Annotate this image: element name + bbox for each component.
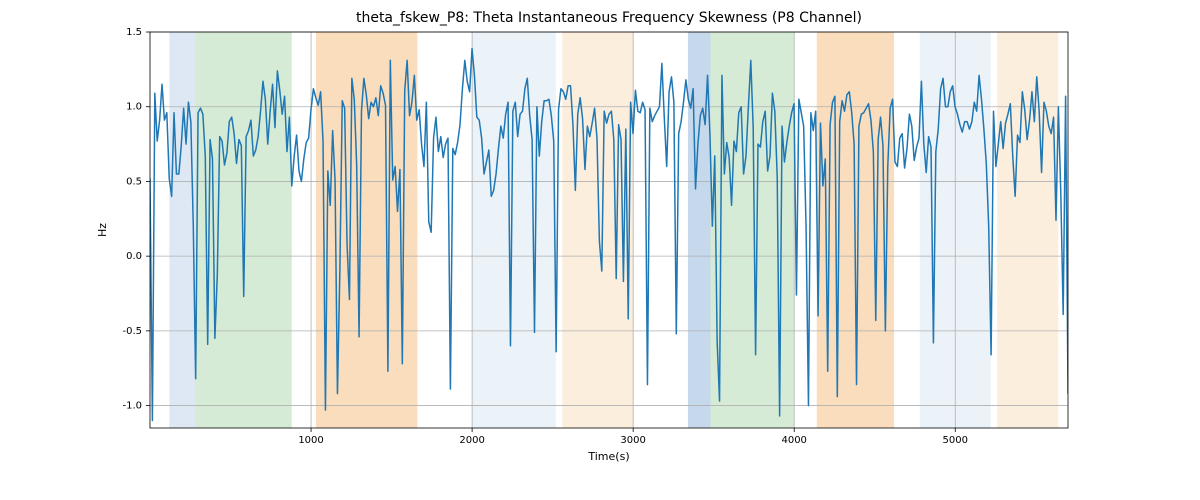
x-tick-label: 5000: [943, 435, 968, 446]
y-tick-label: 0.5: [126, 176, 142, 187]
x-axis-label: Time(s): [587, 450, 629, 463]
y-tick-label: 1.5: [126, 27, 142, 38]
y-tick-label: 0.0: [126, 251, 142, 262]
x-tick-label: 1000: [298, 435, 323, 446]
x-tick-label: 3000: [620, 435, 645, 446]
y-tick-label: -1.0: [122, 401, 142, 412]
x-tick-label: 2000: [459, 435, 484, 446]
y-axis-label: Hz: [96, 223, 109, 237]
chart-container: 1000 2000 3000 4000 5000 -1.0 -0.5 0.0 0.5 1.0 1.5…: [0, 0, 1200, 500]
x-tick-label: 4000: [781, 435, 806, 446]
chart-title: theta_fskew_P8: Theta Instantaneous Freq…: [356, 10, 862, 26]
chart-svg: 1000 2000 3000 4000 5000 -1.0 -0.5 0.0 0.5 1.0 1.5…: [0, 0, 1200, 500]
y-tick-label: -0.5: [122, 326, 142, 337]
y-tick-label: 1.0: [126, 102, 142, 113]
